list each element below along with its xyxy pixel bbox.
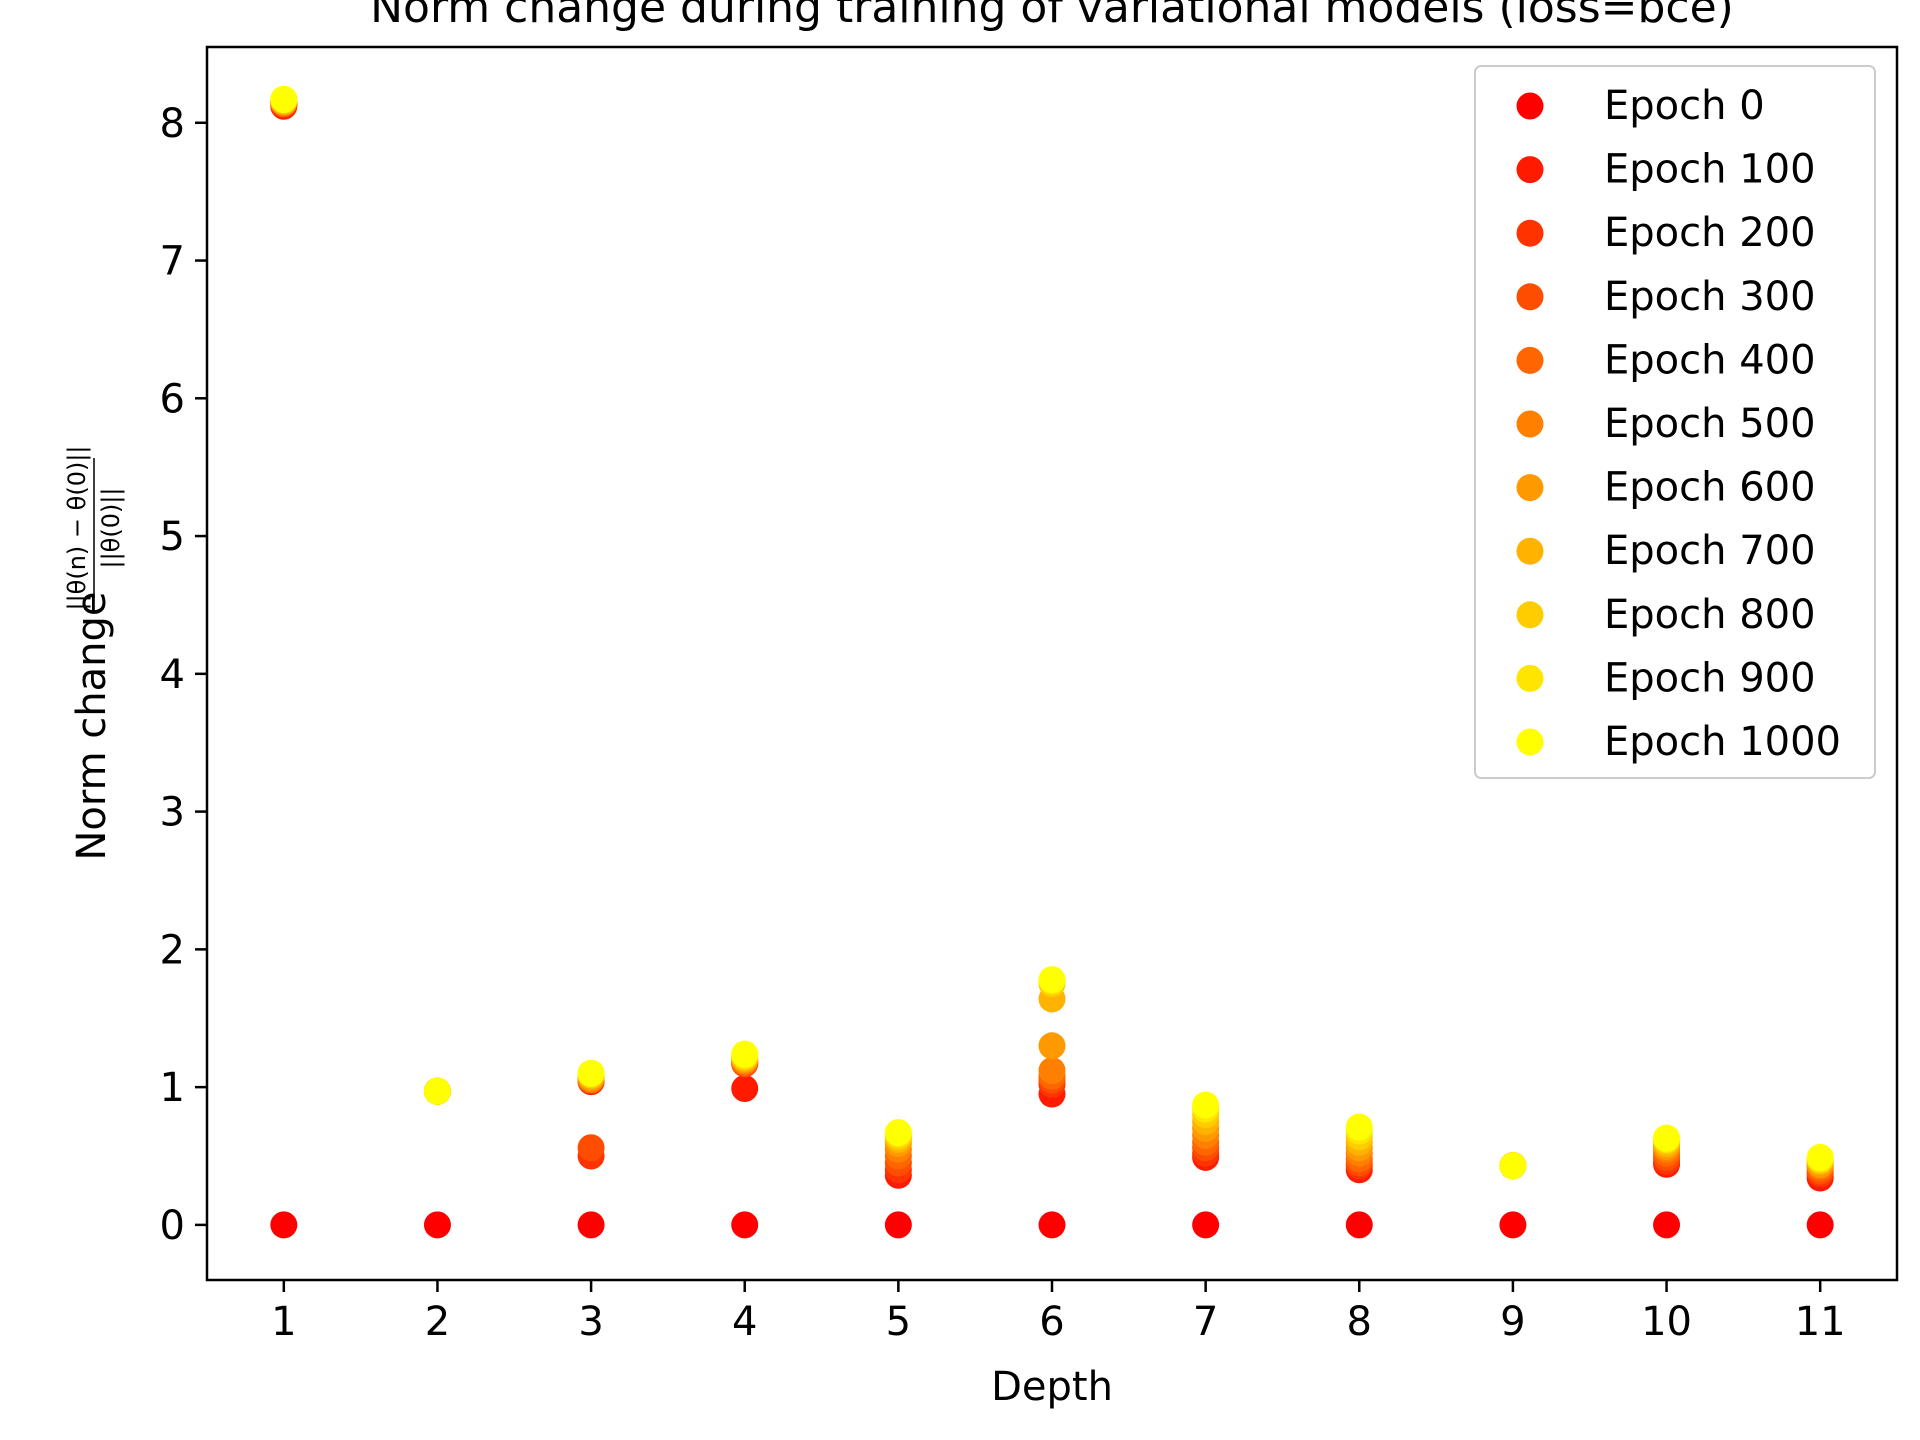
point-s6-depth6 (1038, 1032, 1066, 1060)
y-axis-ticks: 0 1 2 3 4 5 6 7 8 (160, 101, 207, 1249)
legend-marker (1516, 219, 1544, 247)
point-s0-depth4 (731, 1211, 759, 1239)
y-tick-label: 2 (160, 927, 185, 973)
legend-marker (1516, 283, 1544, 311)
point-s1-depth4 (731, 1075, 759, 1103)
point-s5-depth6 (1038, 1057, 1066, 1085)
point-s0-depth9 (1499, 1211, 1527, 1239)
point-s10-depth1 (270, 85, 298, 113)
legend-box (1474, 65, 1876, 779)
legend-marker (1516, 92, 1544, 120)
point-s10-depth9 (1499, 1152, 1527, 1180)
legend-marker (1516, 664, 1544, 692)
point-s10-depth5 (884, 1119, 912, 1147)
point-s10-depth11 (1806, 1143, 1834, 1171)
y-tick-label: 8 (160, 101, 185, 147)
legend-label: Epoch 700 (1604, 528, 1816, 574)
point-s0-depth2 (423, 1211, 451, 1239)
point-s10-depth4 (731, 1040, 759, 1068)
legend-marker (1516, 537, 1544, 565)
legend-items: Epoch 0 Epoch 100 Epoch 200 Epoch 300 Epoch … (1516, 83, 1841, 765)
legend-marker (1516, 601, 1544, 629)
x-tick-label: 10 (1641, 1299, 1692, 1345)
legend-marker (1516, 156, 1544, 184)
point-s10-depth6 (1038, 966, 1066, 994)
y-tick-label: 3 (160, 790, 185, 836)
y-tick-label: 4 (160, 652, 185, 698)
x-axis-label: Depth (991, 1364, 1113, 1410)
y-axis-label: Norm change ||θ(n) − θ(0)|| ||θ(0)|| (63, 445, 125, 860)
y-axis-label-numerator: ||θ(n) − θ(0)|| (63, 445, 91, 610)
x-tick-label: 6 (1039, 1299, 1064, 1345)
legend-label: Epoch 400 (1604, 337, 1816, 383)
legend-label: Epoch 900 (1604, 655, 1816, 701)
x-tick-label: 11 (1795, 1299, 1846, 1345)
x-tick-label: 3 (578, 1299, 603, 1345)
point-s10-depth10 (1653, 1124, 1681, 1152)
chart-title: Norm change during training of variation… (370, 0, 1734, 33)
point-s0-depth7 (1192, 1211, 1220, 1239)
legend-label: Epoch 0 (1604, 83, 1765, 129)
y-tick-label: 5 (160, 514, 185, 560)
legend-label: Epoch 500 (1604, 401, 1816, 447)
point-s10-depth3 (577, 1059, 605, 1087)
x-tick-label: 5 (886, 1299, 911, 1345)
data-points (270, 85, 1834, 1239)
legend-label: Epoch 800 (1604, 592, 1816, 638)
y-tick-label: 7 (160, 239, 185, 285)
legend-label: Epoch 300 (1604, 274, 1816, 320)
y-axis-label-denominator: ||θ(0)|| (97, 487, 125, 568)
point-s10-depth8 (1345, 1113, 1373, 1141)
legend-marker (1516, 410, 1544, 438)
y-tick-label: 1 (160, 1065, 185, 1111)
legend-label: Epoch 100 (1604, 147, 1816, 193)
point-s3-depth3 (577, 1134, 605, 1162)
point-s0-depth5 (884, 1211, 912, 1239)
legend-marker (1516, 346, 1544, 374)
y-tick-label: 0 (160, 1203, 185, 1249)
x-tick-label: 9 (1500, 1299, 1525, 1345)
y-axis-label-text: Norm change (69, 591, 115, 860)
x-tick-label: 7 (1193, 1299, 1218, 1345)
x-tick-label: 2 (425, 1299, 450, 1345)
point-s0-depth10 (1653, 1211, 1681, 1239)
x-axis-ticks: 1 2 3 4 5 6 7 8 9 10 11 (271, 1280, 1846, 1345)
legend-marker (1516, 474, 1544, 502)
legend-label: Epoch 200 (1604, 210, 1816, 256)
point-s10-depth7 (1192, 1091, 1220, 1119)
x-tick-label: 1 (271, 1299, 296, 1345)
plot-area (205, 45, 1899, 1282)
point-s10-depth2 (423, 1077, 451, 1105)
legend-marker (1516, 728, 1544, 756)
legend-label: Epoch 1000 (1604, 719, 1841, 765)
x-tick-label: 8 (1347, 1299, 1372, 1345)
x-tick-label: 4 (732, 1299, 757, 1345)
y-tick-label: 6 (160, 376, 185, 422)
point-s0-depth8 (1345, 1211, 1373, 1239)
legend-label: Epoch 600 (1604, 465, 1816, 511)
point-s0-depth3 (577, 1211, 605, 1239)
point-s0-depth1 (270, 1211, 298, 1239)
point-s0-depth6 (1038, 1211, 1066, 1239)
legend: Epoch 0 Epoch 100 Epoch 200 Epoch 300 Epoch … (1474, 65, 1876, 779)
point-s0-depth11 (1806, 1211, 1834, 1239)
